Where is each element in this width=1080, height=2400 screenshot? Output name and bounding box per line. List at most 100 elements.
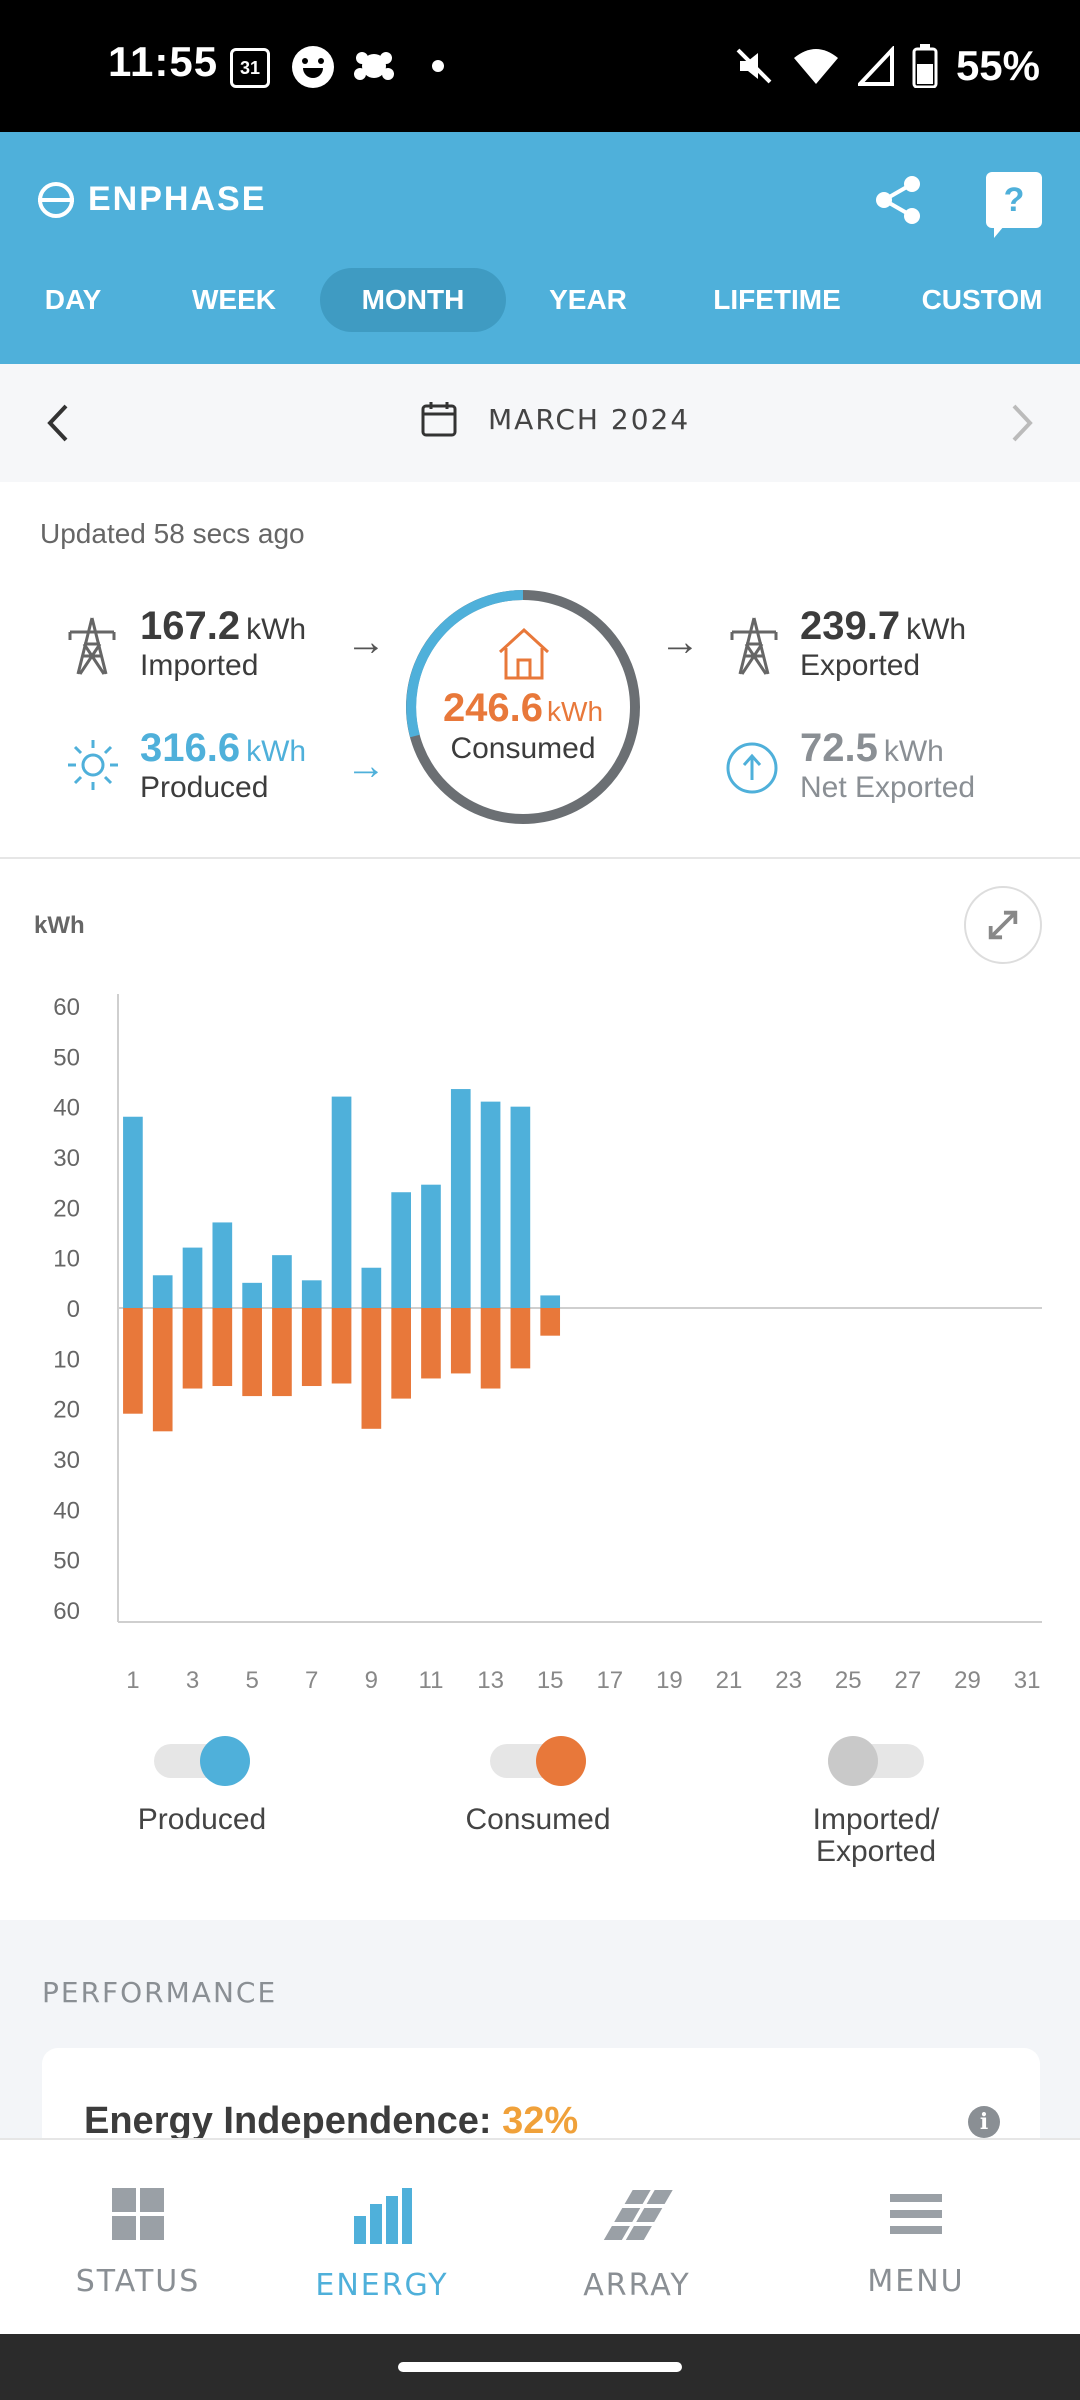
y-tick-label: 60 (53, 1598, 80, 1625)
chevron-right-icon[interactable] (998, 400, 1044, 446)
produced-bar (123, 1116, 143, 1308)
energy-independence-label: Energy Independence: (84, 2100, 492, 2142)
consumed-stat: 246.6 kWh Consumed (410, 594, 630, 814)
consumed-toggle[interactable] (490, 1736, 586, 1786)
consumed-bar (510, 1308, 531, 1369)
logo-text: ENPHASE (88, 180, 267, 218)
y-tick-label: 10 (53, 1246, 80, 1273)
consumed-bar (301, 1308, 322, 1387)
produced-bar (540, 1295, 561, 1308)
produced-value: 316.6 (140, 726, 241, 770)
legend-imported-exported-label: Imported/ Exported (756, 1804, 996, 1868)
produced-label: Produced (140, 771, 269, 804)
produced-stat: 316.6 kWh Produced (140, 726, 306, 805)
house-icon (498, 627, 550, 680)
bar-chart-icon (354, 2188, 412, 2244)
arrow-right-icon: → (660, 620, 700, 664)
x-tick-label: 5 (245, 1667, 258, 1694)
chevron-left-icon[interactable] (36, 400, 82, 446)
net-exported-value: 72.5 (800, 726, 878, 770)
imported-value: 167.2 (140, 604, 241, 648)
nav-array[interactable]: ARRAY (537, 2186, 737, 2303)
x-tick-label: 13 (477, 1667, 504, 1694)
battery-percent: 55% (955, 42, 1040, 89)
x-tick-label: 17 (596, 1667, 623, 1694)
share-icon[interactable] (870, 172, 926, 228)
y-tick-label: 30 (53, 1447, 80, 1474)
imported-exported-toggle[interactable] (828, 1736, 924, 1786)
consumed-unit: kWh (547, 696, 604, 727)
nav-energy[interactable]: ENERGY (282, 2186, 482, 2303)
consumed-value: 246.6 (442, 686, 544, 730)
nav-status[interactable]: STATUS (38, 2186, 238, 2299)
legend-consumed[interactable]: Consumed (418, 1736, 658, 1836)
legend-imported-exported[interactable]: Imported/ Exported (756, 1736, 996, 1868)
divider (0, 857, 1080, 859)
nav-array-label: ARRAY (583, 2268, 691, 2303)
consumed-label: Consumed (450, 732, 596, 765)
nav-menu[interactable]: MENU (816, 2186, 1016, 2299)
produced-bar (301, 1280, 322, 1308)
x-tick-label: 15 (537, 1667, 564, 1694)
bottom-navigation: STATUS ENERGY ARRAY MENU (0, 2138, 1080, 2334)
consumed-bar (331, 1308, 352, 1384)
legend-exported-label: Exported (815, 1835, 937, 1868)
x-tick-label: 31 (1014, 1667, 1041, 1694)
consumed-bar (421, 1308, 441, 1379)
produced-bar (331, 1096, 352, 1308)
net-exported-label: Net Exported (800, 771, 976, 804)
exported-unit: kWh (906, 613, 967, 646)
net-exported-stat: 72.5 kWh Net Exported (800, 726, 975, 805)
date-picker[interactable]: MARCH 2024 (420, 400, 690, 438)
consumed-bar (152, 1308, 173, 1432)
tab-week[interactable]: WEEK (192, 284, 276, 315)
produced-bar (450, 1089, 471, 1308)
tab-day[interactable]: DAY (44, 284, 102, 315)
x-tick-label: 3 (186, 1667, 199, 1694)
calendar-icon (421, 402, 457, 437)
x-tick-label: 11 (419, 1667, 444, 1694)
tab-year[interactable]: YEAR (549, 284, 627, 315)
energy-independence-text: Energy Independence: 32% (84, 2100, 578, 2143)
help-icon[interactable]: ? (986, 172, 1042, 238)
produced-bar (421, 1184, 441, 1308)
app-header: ENPHASE ? DAY WEEK MONTH YEAR LIFETIME C… (0, 132, 1080, 364)
nav-menu-label: MENU (867, 2264, 965, 2299)
consumption-ring (406, 590, 640, 824)
y-tick-label: 20 (53, 1397, 80, 1424)
produced-bar (152, 1275, 173, 1308)
arrow-right-icon: → (346, 620, 386, 664)
sun-icon (68, 740, 118, 790)
chart-unit-label: kWh (34, 912, 85, 939)
tab-lifetime[interactable]: LIFETIME (713, 284, 841, 315)
produced-bar (272, 1255, 292, 1308)
x-tick-label: 7 (305, 1667, 318, 1694)
imported-stat: 167.2 kWh Imported (140, 604, 306, 683)
legend-produced-label: Produced (137, 1803, 267, 1836)
produced-bar (510, 1106, 531, 1308)
signal-icon (857, 46, 894, 86)
imported-unit: kWh (246, 613, 307, 646)
date-navigator: MARCH 2024 (0, 364, 1080, 482)
x-tick-label: 23 (775, 1667, 802, 1694)
enphase-logo-icon (38, 181, 74, 218)
consumed-bar (182, 1308, 203, 1389)
home-gesture-handle[interactable] (398, 2362, 682, 2372)
info-icon[interactable]: i (968, 2106, 1000, 2138)
hamburger-icon (890, 2194, 942, 2234)
performance-title: PERFORMANCE (42, 1976, 278, 2009)
produced-toggle[interactable] (154, 1736, 250, 1786)
tab-month[interactable]: MONTH (320, 268, 506, 332)
legend-produced[interactable]: Produced (82, 1736, 322, 1836)
y-tick-label: 40 (53, 1497, 80, 1524)
x-tick-label: 27 (895, 1667, 922, 1694)
tab-custom[interactable]: CUSTOM (921, 284, 1043, 315)
grid-icon (112, 2188, 164, 2240)
period-tabs: DAY WEEK MONTH YEAR LIFETIME CUSTOM (0, 268, 1080, 332)
face-icon (292, 46, 334, 88)
date-label: MARCH 2024 (488, 402, 691, 436)
transmission-tower-icon (68, 617, 116, 675)
solar-array-icon (603, 2190, 673, 2240)
expand-icon[interactable] (964, 886, 1042, 964)
cloud-icon (354, 52, 394, 80)
